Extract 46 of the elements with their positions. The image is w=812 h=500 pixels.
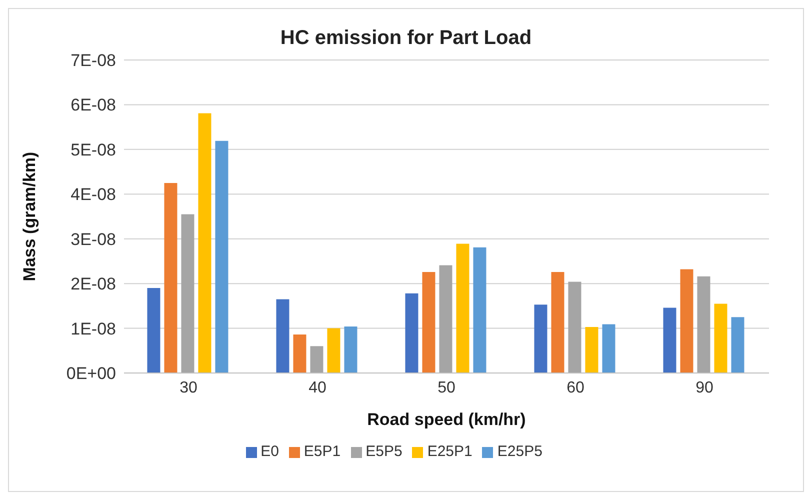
y-tick-label: 0E+00 [66, 364, 116, 384]
x-tick-label: 90 [696, 379, 714, 396]
y-axis-title: Mass (gram/km) [20, 152, 40, 282]
bar [405, 293, 418, 373]
bar [714, 304, 728, 373]
bar [215, 140, 228, 373]
legend-label: E5P1 [304, 443, 341, 460]
y-tick-label: 6E-08 [70, 96, 116, 115]
y-tick-label: 4E-08 [70, 185, 116, 204]
y-tick-label: 7E-08 [70, 51, 116, 70]
y-tick-label: 2E-08 [70, 274, 116, 294]
x-tick-label: 50 [438, 379, 456, 396]
bar [473, 247, 486, 373]
bar [663, 308, 676, 373]
bar [680, 269, 694, 373]
bar [181, 214, 194, 373]
bar [293, 334, 306, 373]
bar [164, 182, 178, 373]
y-tick-label: 3E-08 [70, 230, 116, 249]
legend-label: E5P5 [366, 443, 402, 460]
bar [310, 346, 324, 373]
legend-label: E0 [260, 443, 279, 460]
x-tick-label: 30 [180, 379, 198, 396]
bar [344, 326, 358, 373]
bar [147, 288, 160, 373]
bar [602, 324, 616, 373]
x-tick-label: 40 [308, 379, 326, 396]
legend-label: E25P5 [497, 443, 542, 460]
bar [198, 113, 212, 373]
bar [276, 299, 290, 373]
bar [568, 282, 582, 373]
bar [585, 326, 598, 373]
y-tick-label: 5E-08 [70, 140, 116, 160]
bar [439, 265, 452, 373]
chart-title: HC emission for Part Load [279, 26, 533, 50]
bar [327, 328, 340, 373]
bar [697, 276, 710, 373]
x-axis-title: Road speed (km/hr) [367, 410, 526, 429]
bar [551, 272, 564, 373]
bar [422, 272, 436, 373]
bar [456, 244, 470, 373]
bar [534, 304, 548, 373]
x-tick-label: 60 [566, 379, 584, 396]
bar [731, 317, 744, 373]
y-tick-label: 1E-08 [70, 319, 116, 338]
legend-label: E25P1 [427, 443, 472, 460]
